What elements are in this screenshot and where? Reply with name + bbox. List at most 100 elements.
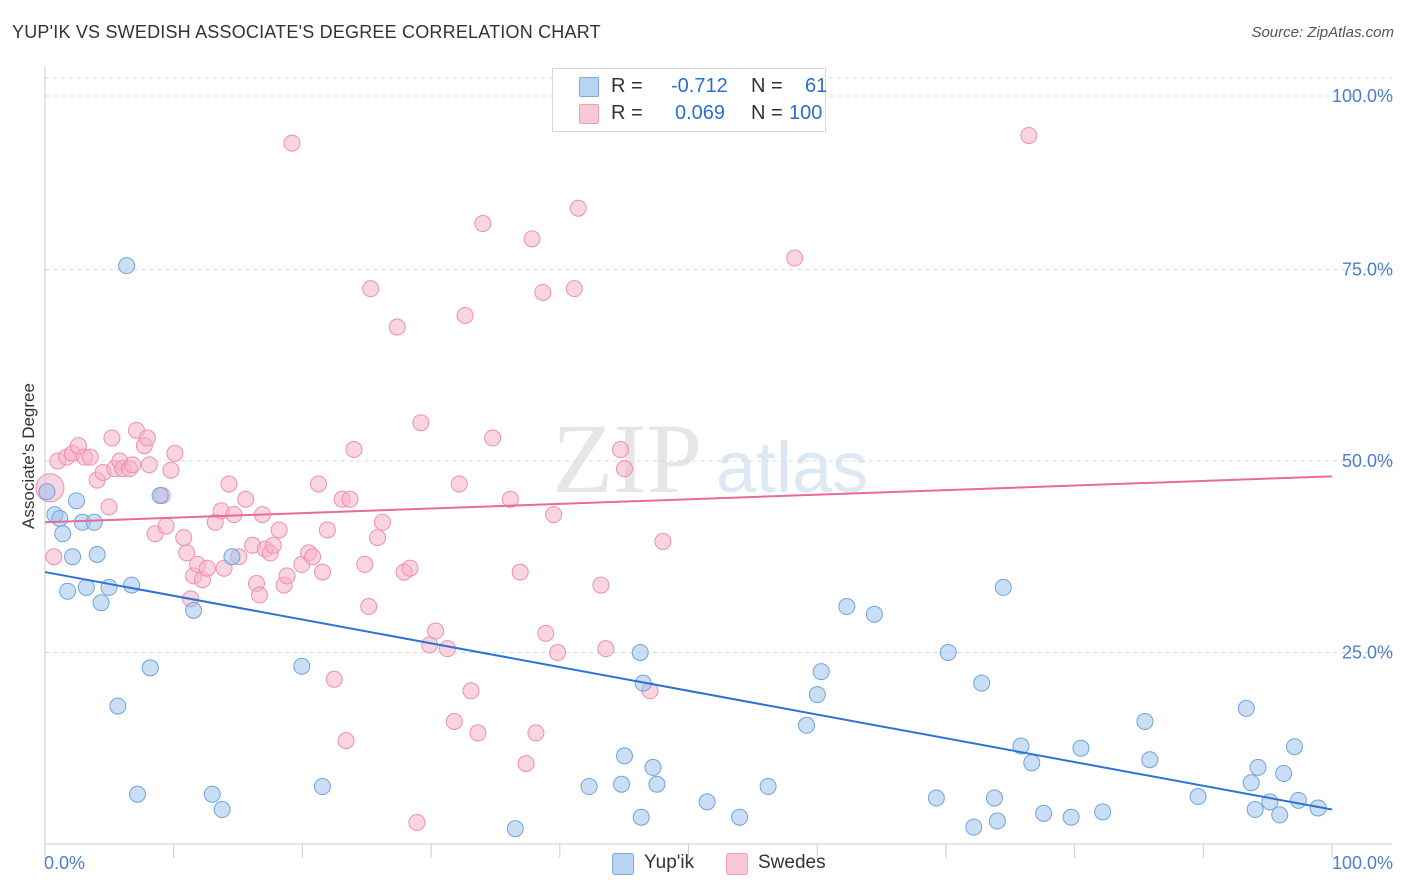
swedes-point xyxy=(511,563,529,581)
swedes-point xyxy=(325,670,343,688)
swedes-point xyxy=(408,814,426,832)
swedes-point xyxy=(140,456,158,474)
watermark-zip: ZIP xyxy=(552,403,702,514)
y-tick-label: 50.0% xyxy=(1342,451,1393,471)
yupik-point xyxy=(100,578,118,596)
swedes-legend-label: Swedes xyxy=(758,852,826,873)
yupik-point xyxy=(213,801,231,819)
swedes-point xyxy=(456,306,474,324)
swedes-point xyxy=(592,576,610,594)
swedes-point xyxy=(283,134,301,152)
yupik-point xyxy=(1094,803,1112,821)
swedes-point xyxy=(373,513,391,531)
swedes-point xyxy=(250,586,268,604)
swedes-point xyxy=(103,429,121,447)
swedes-point xyxy=(786,249,804,267)
yupik-point xyxy=(118,257,136,275)
swedes-point xyxy=(45,548,63,566)
yupik-point xyxy=(808,686,826,704)
swedes-trend-line xyxy=(44,475,1333,524)
yupik-swatch xyxy=(579,77,599,97)
yupik-point xyxy=(128,785,146,803)
gridlines xyxy=(45,77,1392,653)
x-tick-label: 100.0% xyxy=(1332,853,1393,873)
yupik-point xyxy=(631,644,649,661)
swedes-point xyxy=(178,544,196,562)
swedes-point xyxy=(412,414,430,432)
yupik-point xyxy=(67,492,85,510)
yupik-point xyxy=(1136,712,1154,730)
yupik-point xyxy=(731,808,749,826)
swedes-point xyxy=(517,755,535,773)
swedes-point xyxy=(565,280,583,298)
yupik-point xyxy=(1275,765,1293,783)
yupik-point xyxy=(506,820,524,838)
yupik-point xyxy=(1189,788,1207,806)
yupik-point xyxy=(648,775,666,793)
yupik-r-value: -0.712 xyxy=(671,75,728,97)
y-tick-label: 25.0% xyxy=(1342,643,1393,663)
yupik-point xyxy=(988,812,1006,830)
swedes-n-label: N = xyxy=(751,102,783,124)
swedes-point xyxy=(438,640,456,658)
yupik-point xyxy=(1012,737,1030,755)
stats-legend: R = -0.712 N = 61 R = 0.069 N = 100 xyxy=(552,68,828,132)
yupik-point xyxy=(1237,699,1255,717)
swedes-point xyxy=(501,490,519,508)
swedes-point xyxy=(310,475,328,493)
yupik-point xyxy=(812,663,830,681)
yupik-point xyxy=(293,657,311,675)
yupik-point xyxy=(644,758,662,776)
yupik-points xyxy=(38,257,1327,838)
swedes-point xyxy=(1020,126,1038,144)
axes xyxy=(44,66,1392,858)
yupik-point xyxy=(1271,806,1289,824)
swedes-point xyxy=(612,441,630,459)
yupik-n-value: 61 xyxy=(805,75,828,97)
swedes-legend-swatch xyxy=(726,853,748,875)
tick-labels: 100.0% 75.0% 50.0% 25.0% 0.0% 100.0% xyxy=(44,86,1393,873)
yupik-point xyxy=(797,716,815,734)
swedes-r-label: R = xyxy=(611,102,643,124)
trend-lines xyxy=(44,475,1333,811)
yupik-n-label: N = xyxy=(751,75,783,97)
yupik-point xyxy=(123,576,141,594)
swedes-point xyxy=(388,318,406,336)
yupik-legend-label: Yup'ik xyxy=(644,852,695,873)
yupik-point xyxy=(85,513,103,531)
yupik-trend-line xyxy=(44,571,1333,811)
yupik-point xyxy=(994,578,1012,596)
yupik-point xyxy=(54,525,72,543)
yupik-point xyxy=(965,818,983,836)
yupik-point xyxy=(759,778,777,796)
yupik-point xyxy=(223,548,241,566)
swedes-point xyxy=(318,521,336,539)
yupik-point xyxy=(613,775,631,793)
yupik-point xyxy=(1023,754,1041,772)
swedes-point xyxy=(474,215,492,233)
yupik-point xyxy=(1141,751,1159,769)
yupik-point xyxy=(1289,791,1307,809)
yupik-point xyxy=(185,601,203,619)
swedes-point xyxy=(569,199,587,217)
yupik-point xyxy=(973,674,991,692)
swedes-point xyxy=(220,475,238,493)
yupik-point xyxy=(580,778,598,796)
yupik-point xyxy=(59,582,77,600)
yupik-point xyxy=(632,808,650,826)
yupik-legend-swatch xyxy=(612,853,634,875)
yupik-point xyxy=(615,747,633,765)
yupik-point xyxy=(1072,739,1090,757)
swedes-point xyxy=(157,517,175,535)
swedes-point xyxy=(360,598,378,616)
yupik-point xyxy=(1246,801,1264,819)
yupik-point xyxy=(77,578,95,596)
yupik-point xyxy=(141,659,159,677)
swedes-point xyxy=(175,529,193,547)
swedes-point xyxy=(124,456,142,474)
swedes-point xyxy=(527,724,545,742)
swedes-point xyxy=(462,682,480,700)
swedes-point xyxy=(81,448,99,466)
swedes-point xyxy=(270,521,288,539)
swedes-point xyxy=(337,732,355,750)
